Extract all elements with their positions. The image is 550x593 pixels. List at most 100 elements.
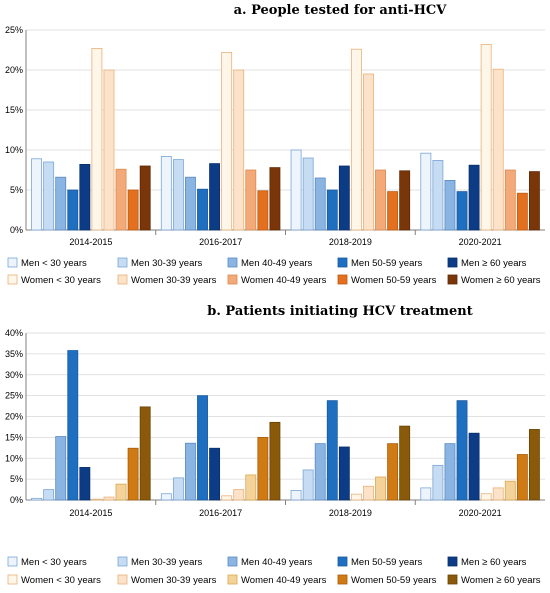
bar (43, 489, 55, 501)
legend-swatch (117, 257, 128, 268)
category-label: 2016-2017 (199, 237, 242, 247)
legend-label: Men < 30 years (21, 557, 87, 568)
legend-swatch (227, 574, 238, 585)
y-tick-label: 25% (5, 25, 23, 35)
y-tick-label: 10% (5, 145, 23, 155)
legend-label: Men 50-59 years (351, 557, 423, 568)
bar (197, 188, 208, 231)
bar (127, 189, 139, 231)
y-tick-label: 35% (5, 349, 23, 359)
bar (399, 170, 411, 231)
legend-label: Women ≥ 60 years (461, 575, 541, 586)
bar (103, 496, 115, 501)
legend-swatch (7, 574, 18, 585)
bar (257, 190, 269, 231)
y-tick-label: 30% (5, 370, 23, 380)
legend-label: Women 50-59 years (351, 275, 437, 286)
bar (492, 68, 504, 231)
legend-swatch (337, 274, 348, 285)
bar (387, 191, 399, 231)
legend-swatch (447, 556, 458, 567)
bar (387, 443, 399, 501)
bar (468, 164, 480, 231)
bar (326, 400, 338, 501)
bar (302, 469, 314, 501)
category-label: 2018-2019 (329, 508, 372, 518)
legend-swatch (7, 556, 18, 567)
bar (399, 425, 411, 501)
legend-swatch (337, 257, 348, 268)
legend-label: Women 40-49 years (241, 575, 327, 586)
bar (67, 350, 79, 501)
bar (504, 480, 516, 501)
legend-swatch (337, 556, 348, 567)
y-tick-label: 40% (5, 328, 23, 338)
legend-swatch (227, 257, 238, 268)
bar (432, 159, 444, 231)
legend-label: Men 30-39 years (131, 557, 203, 568)
legend-label: Women 30-39 years (131, 275, 217, 286)
bar (290, 489, 302, 501)
bar (209, 447, 221, 501)
legend-swatch (447, 257, 458, 268)
y-tick-label: 20% (5, 65, 23, 75)
legend-swatch (7, 257, 18, 268)
bar (375, 476, 386, 501)
bar (233, 69, 245, 231)
y-tick-label: 0% (10, 225, 23, 235)
legend-label: Women 30-39 years (131, 575, 217, 586)
legend-swatch (227, 274, 238, 285)
bar (432, 464, 444, 501)
bar (55, 436, 67, 501)
bar (160, 155, 172, 231)
bar (79, 163, 91, 231)
bar (444, 179, 456, 231)
chart-title: b. Patients initiating HCV treatment (207, 304, 473, 319)
y-tick-label: 5% (10, 474, 23, 484)
bar (245, 169, 257, 231)
bar (269, 421, 281, 501)
category-label: 2020-2021 (459, 508, 502, 518)
bar (350, 48, 362, 231)
y-tick-label: 10% (5, 453, 23, 463)
bar (480, 44, 492, 231)
bar (420, 487, 432, 501)
bar (55, 176, 67, 231)
legend-label: Men ≥ 60 years (461, 258, 527, 269)
legend-label: Men 40-49 years (241, 258, 313, 269)
legend-label: Men < 30 years (21, 258, 87, 269)
legend-swatch (337, 574, 348, 585)
legend-swatch (7, 274, 18, 285)
bar (31, 497, 43, 501)
legend-label: Men ≥ 60 years (461, 557, 527, 568)
bar (516, 192, 528, 231)
bar (314, 177, 326, 231)
bar (468, 432, 480, 501)
category-label: 2020-2021 (459, 237, 502, 247)
bar (115, 483, 127, 501)
category-label: 2014-2015 (69, 237, 112, 247)
bar (338, 446, 350, 501)
bar (257, 436, 269, 501)
bar (233, 489, 245, 501)
legend-swatch (117, 574, 128, 585)
bar (185, 442, 196, 501)
bar (314, 443, 326, 501)
bar (504, 169, 516, 231)
legend-label: Women 50-59 years (351, 575, 437, 586)
bar (43, 161, 55, 231)
legend-label: Men 50-59 years (351, 258, 423, 269)
bar (91, 498, 103, 501)
bar (375, 169, 386, 231)
bar (172, 477, 184, 501)
bar (127, 447, 139, 501)
bar (115, 168, 127, 231)
legend-swatch (447, 574, 458, 585)
bar (139, 165, 151, 231)
y-tick-label: 0% (10, 495, 23, 505)
bar (245, 474, 257, 501)
bar (91, 48, 103, 231)
bar (103, 69, 115, 231)
bar (492, 487, 504, 501)
